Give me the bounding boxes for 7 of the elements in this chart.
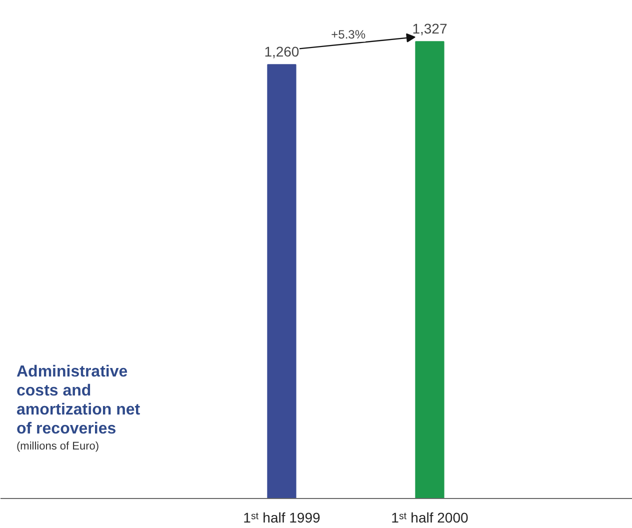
x-tick-label: 1ˢᵗ half 2000 xyxy=(391,510,468,526)
text: (millions of Euro) xyxy=(16,440,100,452)
x-tick-label: 1ˢᵗ half 1999 xyxy=(243,510,320,526)
data-label: 1,327 xyxy=(412,20,448,37)
text: Administrative costs and amortization net of recoveries xyxy=(16,364,141,438)
annotation: +5.3% xyxy=(331,28,366,42)
data-label: 1,260 xyxy=(264,44,300,60)
